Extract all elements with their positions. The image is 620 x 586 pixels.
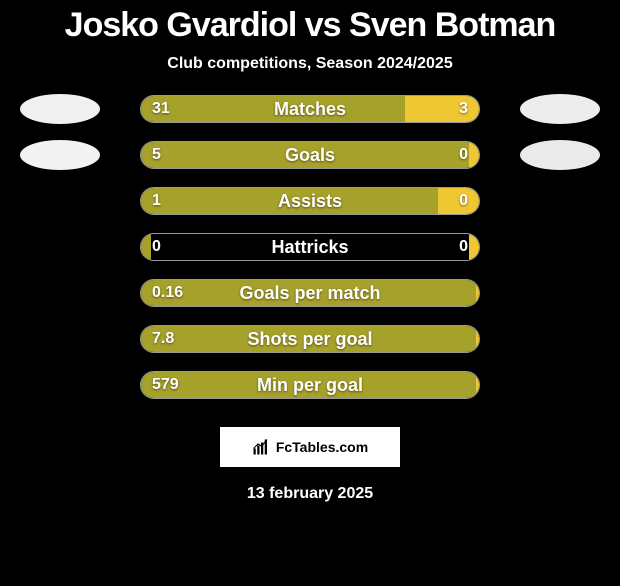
bar-left [141, 372, 476, 398]
player1-name: Josko Gvardiol [65, 6, 297, 44]
bar-right [469, 142, 479, 168]
club-badge-right [520, 140, 600, 170]
bar-track [140, 95, 480, 123]
comparison-subtitle: Club competitions, Season 2024/2025 [0, 55, 620, 73]
credit-box: FcTables.com [220, 427, 400, 467]
bar-right [438, 188, 479, 214]
bar-left [141, 326, 476, 352]
bar-right [476, 280, 479, 306]
credit-text: FcTables.com [276, 439, 368, 455]
club-badge-right [520, 94, 600, 124]
bar-track [140, 141, 480, 169]
comparison-chart: Matches313 Goals50 Assists10 Hattricks00 Goa… [0, 93, 620, 401]
club-badge-left [20, 140, 100, 170]
bar-track [140, 187, 480, 215]
chart-icon [252, 438, 270, 456]
bar-left [141, 142, 469, 168]
club-badge-left [20, 94, 100, 124]
stat-row: Hattricks00 [0, 231, 620, 263]
bar-left [141, 96, 405, 122]
bar-left [141, 234, 151, 260]
player2-name: Sven Botman [349, 6, 555, 44]
stat-row: Goals50 [0, 139, 620, 171]
vs-text: vs [305, 6, 341, 44]
bar-right [476, 326, 479, 352]
bar-left [141, 280, 476, 306]
bar-track [140, 279, 480, 307]
stat-row: Goals per match0.16 [0, 277, 620, 309]
stat-row: Matches313 [0, 93, 620, 125]
comparison-title: Josko Gvardiol vs Sven Botman [0, 6, 620, 45]
bar-right [476, 372, 479, 398]
stat-row: Assists10 [0, 185, 620, 217]
bar-track [140, 371, 480, 399]
bar-right [469, 234, 479, 260]
footer-date: 13 february 2025 [0, 485, 620, 503]
bar-track [140, 325, 480, 353]
stat-row: Shots per goal7.8 [0, 323, 620, 355]
stat-row: Min per goal579 [0, 369, 620, 401]
bar-left [141, 188, 438, 214]
bar-track [140, 233, 480, 261]
bar-right [405, 96, 479, 122]
